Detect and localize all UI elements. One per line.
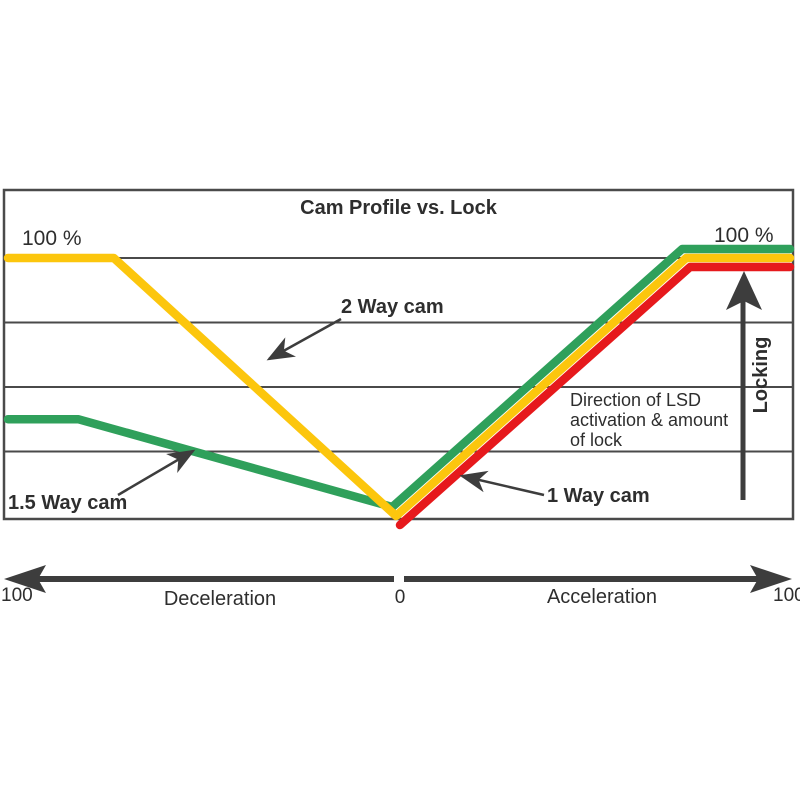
x-axis-acceleration-label: Acceleration <box>546 586 658 608</box>
label-arrow <box>459 470 545 497</box>
x-axis-zero-label: 0 <box>394 587 406 608</box>
series-label-1-way-cam: 1 Way cam <box>547 485 650 507</box>
x-axis-right-100-label: 100 <box>773 585 800 606</box>
label-arrow <box>266 317 342 361</box>
plot-border <box>2 188 795 521</box>
locking-arrow-head <box>726 271 762 310</box>
lsd-direction-note-line1: Direction of LSD <box>570 390 702 410</box>
series-label-1-5-way-cam: 1.5 Way cam <box>8 492 128 514</box>
lsd-direction-note: Direction of LSD activation & amount of … <box>570 390 728 450</box>
x-axis-deceleration-label: Deceleration <box>163 588 277 610</box>
series-line <box>3 253 795 521</box>
y-max-label-left: 100 % <box>22 227 82 250</box>
lsd-direction-note-line3: of lock <box>570 430 623 450</box>
lsd-direction-note-line2: activation & amount <box>570 410 729 430</box>
y-max-label-right: 100 % <box>714 224 774 247</box>
x-axis-left-arrowhead <box>4 565 46 593</box>
x-axis-left-100-label: 100 <box>1 585 33 606</box>
chart-title: Cam Profile vs. Lock <box>300 197 497 219</box>
x-axis-right-arrowhead <box>750 565 792 593</box>
locking-axis-label: Locking <box>750 336 772 414</box>
label-arrow <box>117 449 196 497</box>
series-label-2-way-cam: 2 Way cam <box>341 296 444 318</box>
series-line <box>395 262 795 530</box>
